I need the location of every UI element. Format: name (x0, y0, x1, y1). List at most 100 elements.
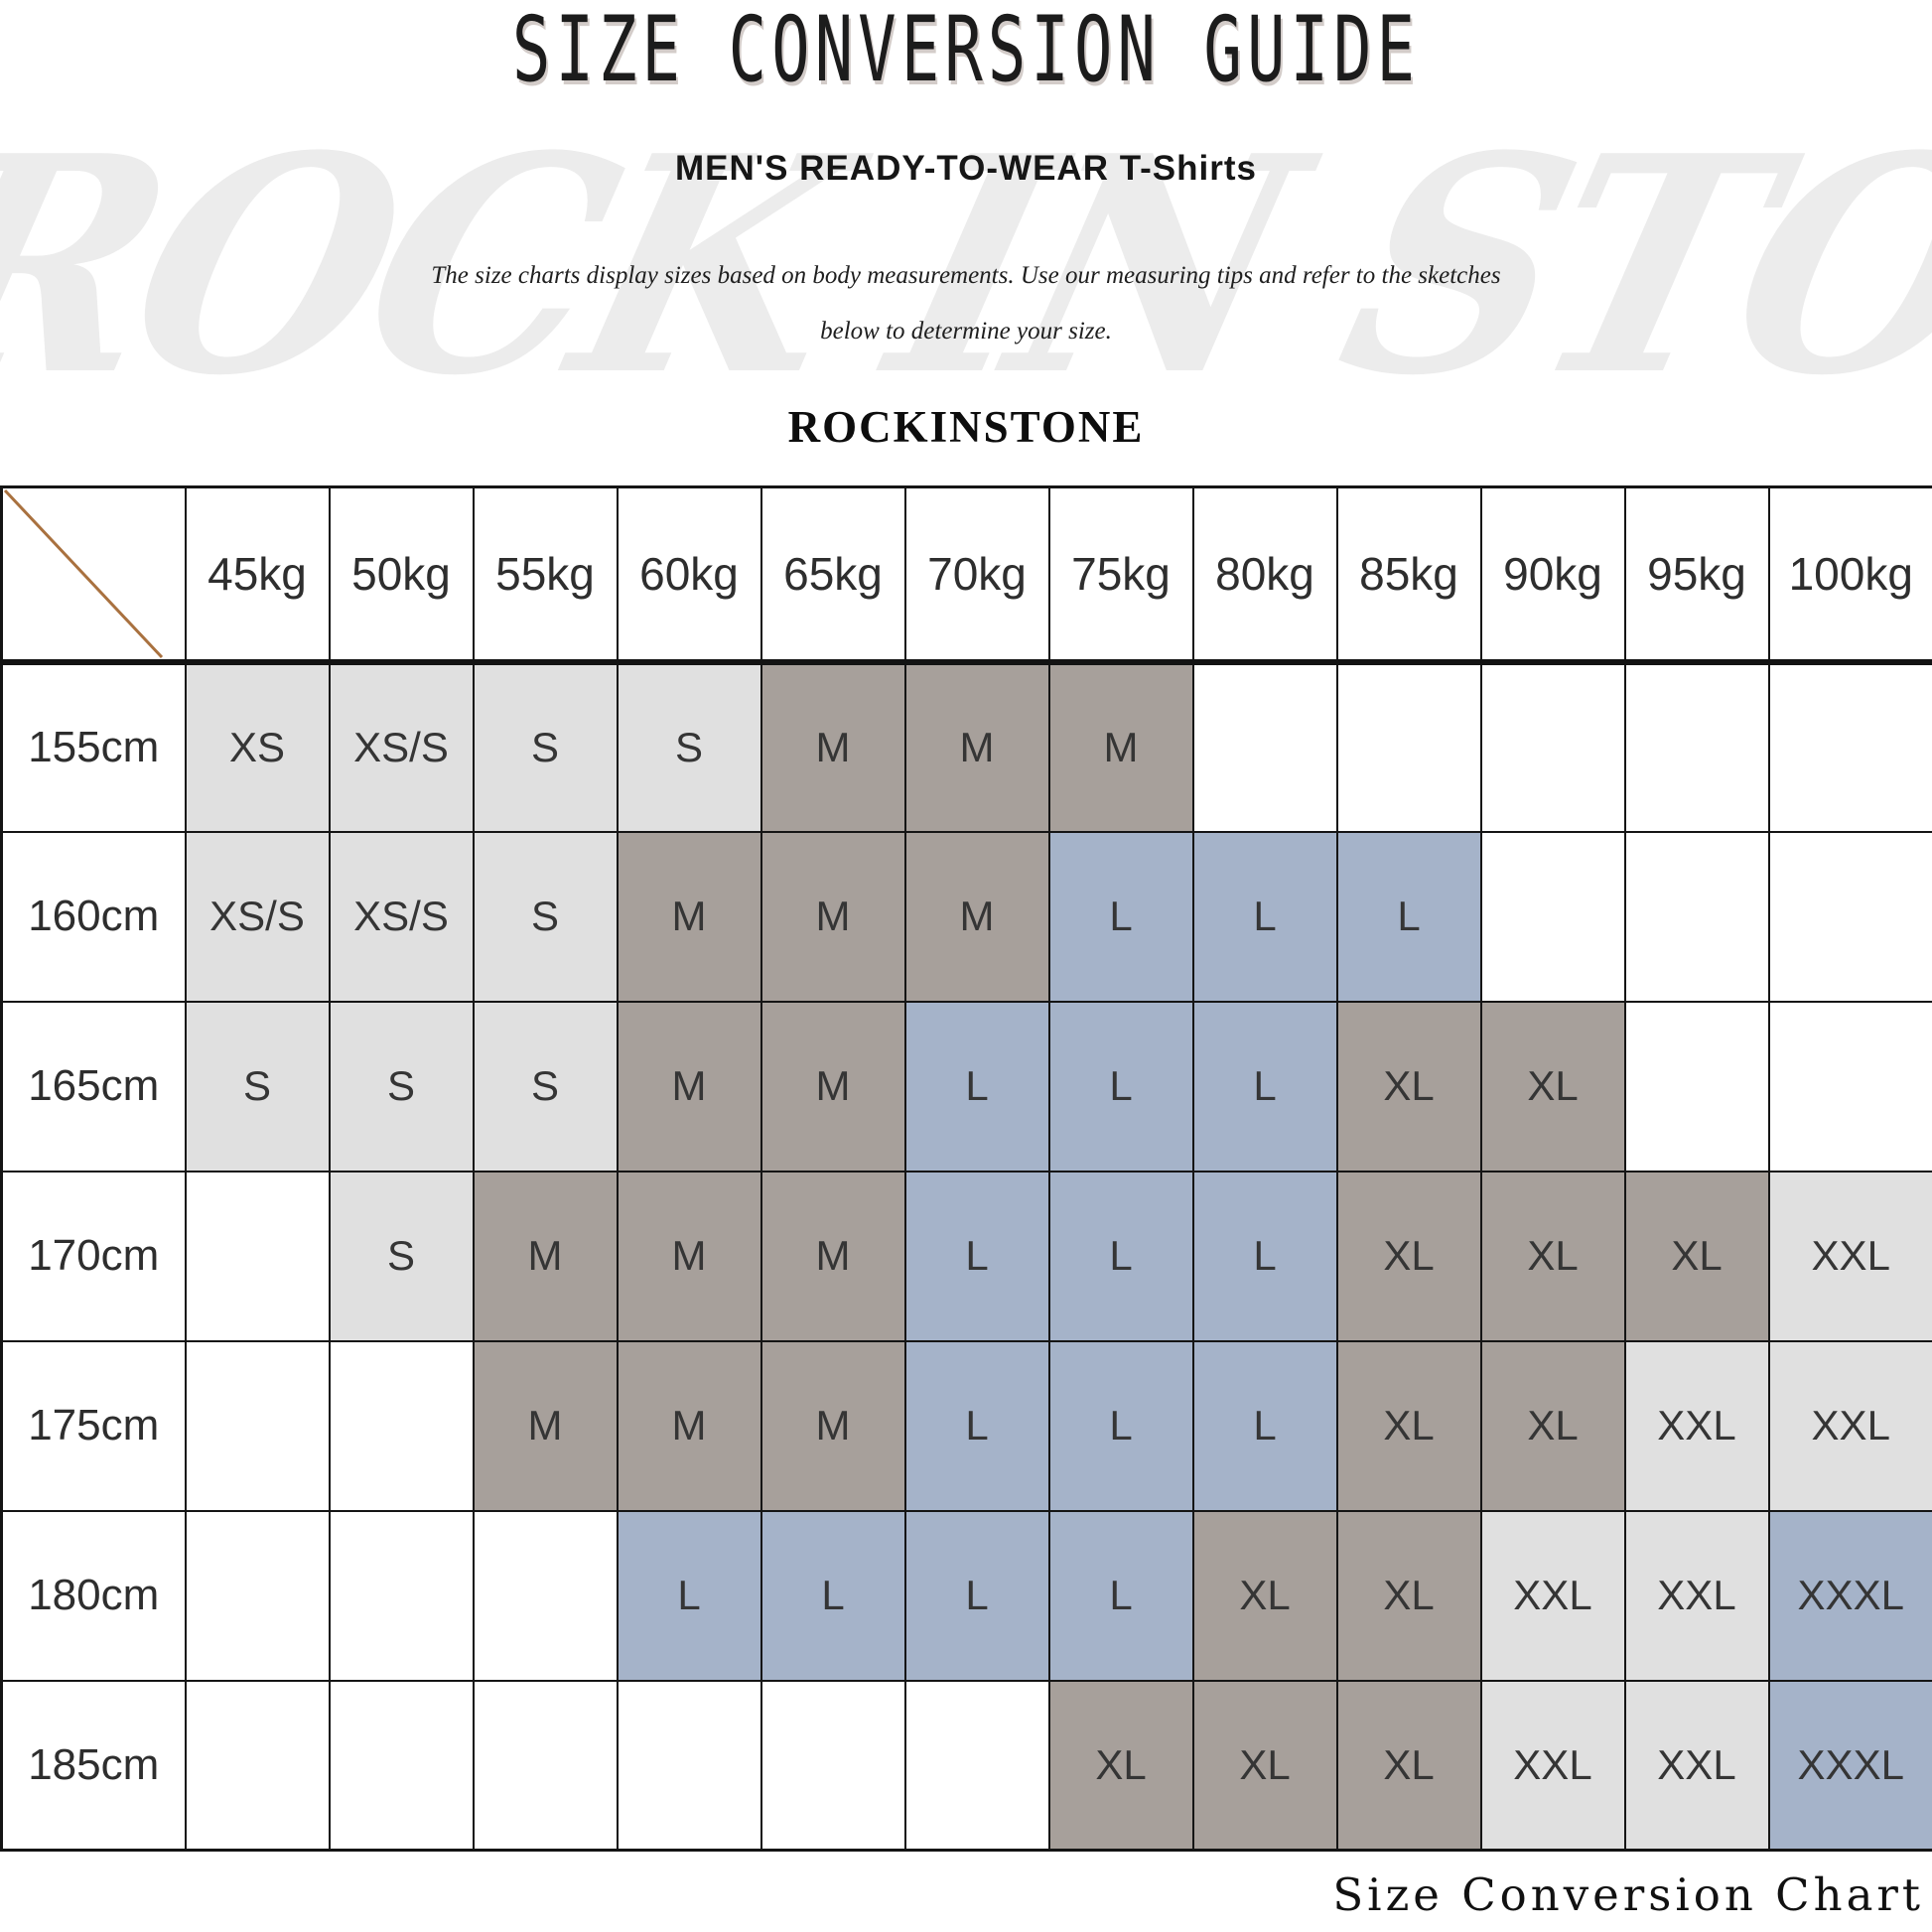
size-cell: XXXL (1767, 1679, 1932, 1852)
size-cell: M (759, 1339, 906, 1512)
size-cell: L (903, 1509, 1050, 1682)
table-row: 165cm S S S M M L L L XL XL (0, 1000, 1932, 1173)
weight-header-cell: 55kg (472, 485, 619, 665)
size-cell: XL (1047, 1679, 1194, 1852)
size-cell: L (1047, 1339, 1194, 1512)
table-row: 170cm S M M M L L L XL XL XL XXL (0, 1170, 1932, 1342)
size-cell: L (1047, 830, 1194, 1003)
empty-cell (1335, 660, 1482, 833)
size-cell: XXL (1767, 1170, 1932, 1342)
size-cell: XL (1479, 1000, 1626, 1173)
size-cell: XXL (1479, 1679, 1626, 1852)
size-conversion-table: 45kg 50kg 55kg 60kg 65kg 70kg 75kg 80kg 85kg 90kg… (0, 485, 1932, 1852)
empty-cell (616, 1679, 762, 1852)
empty-cell (1767, 1000, 1932, 1173)
size-cell: L (1047, 1170, 1194, 1342)
empty-cell (1479, 830, 1626, 1003)
height-header-cell: 180cm (0, 1509, 187, 1682)
size-cell: XXL (1623, 1509, 1770, 1682)
empty-cell (1623, 660, 1770, 833)
empty-cell (1767, 660, 1932, 833)
size-cell: M (903, 830, 1050, 1003)
size-cell: XXL (1623, 1679, 1770, 1852)
height-header-cell: 160cm (0, 830, 187, 1003)
size-cell: M (903, 660, 1050, 833)
size-cell: XL (1335, 1170, 1482, 1342)
table-row: 155cm XS XS/S S S M M M (0, 660, 1932, 833)
size-cell: M (759, 1170, 906, 1342)
size-cell: S (328, 1170, 475, 1342)
size-cell: L (903, 1000, 1050, 1173)
empty-cell (328, 1339, 475, 1512)
height-header-cell: 185cm (0, 1679, 187, 1852)
size-cell: S (328, 1000, 475, 1173)
size-cell: XL (1335, 1339, 1482, 1512)
table-row: 180cm L L L L XL XL XXL XXL XXXL (0, 1509, 1932, 1682)
size-cell: L (1047, 1000, 1194, 1173)
size-cell: M (759, 830, 906, 1003)
weight-header-cell: 95kg (1623, 485, 1770, 665)
page-title: SIZE CONVERSION GUIDE (511, 0, 1421, 103)
empty-cell (472, 1679, 619, 1852)
size-cell: XXL (1479, 1509, 1626, 1682)
description-line-2: below to determine your size. (820, 318, 1112, 345)
table-row: 185cm XL XL XL XXL XXL XXXL (0, 1679, 1932, 1852)
size-cell: L (1191, 1000, 1338, 1173)
size-cell: M (759, 660, 906, 833)
size-cell: L (1191, 830, 1338, 1003)
size-cell: XL (1623, 1170, 1770, 1342)
size-cell: M (472, 1339, 619, 1512)
description-line-1: The size charts display sizes based on b… (431, 262, 1501, 289)
empty-cell (1479, 660, 1626, 833)
image-caption: Size Conversion Chart (1332, 1868, 1924, 1921)
weight-header-row: 45kg 50kg 55kg 60kg 65kg 70kg 75kg 80kg 85kg 90kg… (0, 485, 1932, 665)
size-cell: L (903, 1170, 1050, 1342)
size-cell: XL (1191, 1679, 1338, 1852)
empty-cell (184, 1339, 331, 1512)
weight-header-cell: 60kg (616, 485, 762, 665)
weight-header-cell: 65kg (759, 485, 906, 665)
size-cell: M (616, 1000, 762, 1173)
size-cell: S (184, 1000, 331, 1173)
size-cell: L (1335, 830, 1482, 1003)
size-cell: XL (1335, 1509, 1482, 1682)
empty-cell (759, 1679, 906, 1852)
size-cell: L (1047, 1509, 1194, 1682)
size-cell: XS/S (328, 830, 475, 1003)
empty-cell (1623, 830, 1770, 1003)
size-cell: XL (1335, 1000, 1482, 1173)
size-cell: M (616, 830, 762, 1003)
size-cell: M (1047, 660, 1194, 833)
size-cell: XXXL (1767, 1509, 1932, 1682)
size-cell: M (759, 1000, 906, 1173)
size-cell: S (472, 830, 619, 1003)
size-cell: XS/S (184, 830, 331, 1003)
diagonal-divider-line (3, 488, 163, 656)
size-cell: XL (1335, 1679, 1482, 1852)
size-cell: XL (1479, 1339, 1626, 1512)
size-cell: L (1191, 1170, 1338, 1342)
brand-name: ROCKINSTONE (787, 402, 1145, 452)
empty-cell (1191, 660, 1338, 833)
empty-cell (184, 1509, 331, 1682)
empty-cell (184, 1679, 331, 1852)
size-cell: XL (1191, 1509, 1338, 1682)
size-cell: S (472, 1000, 619, 1173)
height-header-cell: 155cm (0, 660, 187, 833)
empty-cell (1767, 830, 1932, 1003)
size-cell: L (616, 1509, 762, 1682)
size-cell: XS/S (328, 660, 475, 833)
empty-cell (328, 1679, 475, 1852)
height-header-cell: 165cm (0, 1000, 187, 1173)
description: The size charts display sizes based on b… (0, 248, 1932, 359)
weight-header-cell: 85kg (1335, 485, 1482, 665)
subtitle: MEN'S READY-TO-WEAR T-Shirts (675, 149, 1257, 188)
size-cell: XL (1479, 1170, 1626, 1342)
size-cell: S (472, 660, 619, 833)
weight-header-cell: 80kg (1191, 485, 1338, 665)
size-cell: L (1191, 1339, 1338, 1512)
height-header-cell: 175cm (0, 1339, 187, 1512)
size-cell: M (616, 1170, 762, 1342)
table-row: 175cm M M M L L L XL XL XXL XXL (0, 1339, 1932, 1512)
empty-cell (1623, 1000, 1770, 1173)
